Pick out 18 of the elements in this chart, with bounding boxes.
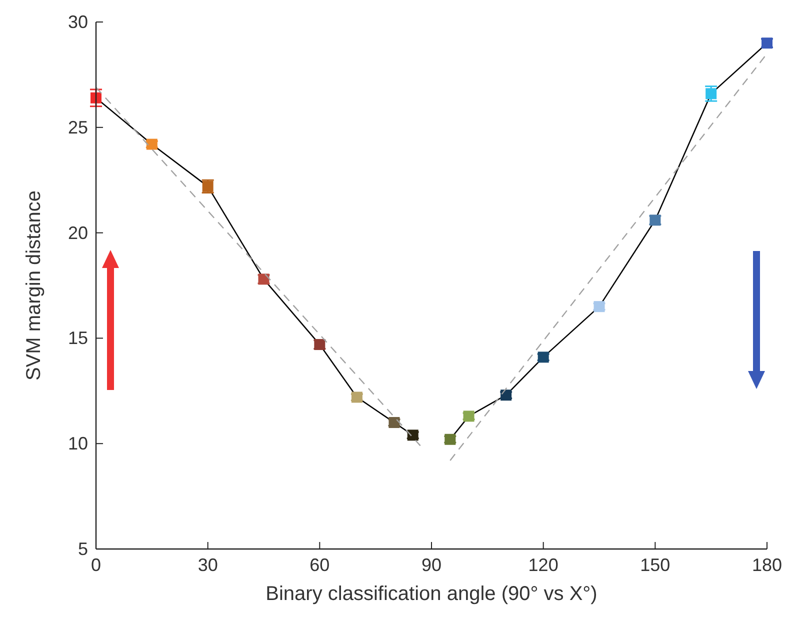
x-tick-label: 150: [640, 555, 670, 575]
point: [90, 92, 102, 104]
y-tick-label: 25: [68, 117, 88, 138]
x-tick-label: 180: [752, 555, 782, 575]
point: [762, 38, 772, 49]
y-tick-label: 5: [78, 539, 88, 559]
x-tick-label: 90: [421, 555, 442, 575]
y-tick-label: 20: [68, 222, 88, 243]
x-axis-title: Binary classification angle (90° vs X°): [266, 583, 598, 605]
y-tick-label: 15: [68, 328, 88, 348]
point: [706, 88, 717, 100]
x-tick-label: 30: [198, 555, 218, 575]
x-tick-label: 0: [90, 555, 102, 575]
y-axis-title: SVM margin distance: [23, 190, 45, 381]
x-tick-label: 120: [528, 555, 558, 575]
x-tick-label: 60: [310, 555, 330, 575]
y-tick-label: 10: [68, 434, 88, 454]
y-tick-label: 30: [68, 12, 88, 32]
